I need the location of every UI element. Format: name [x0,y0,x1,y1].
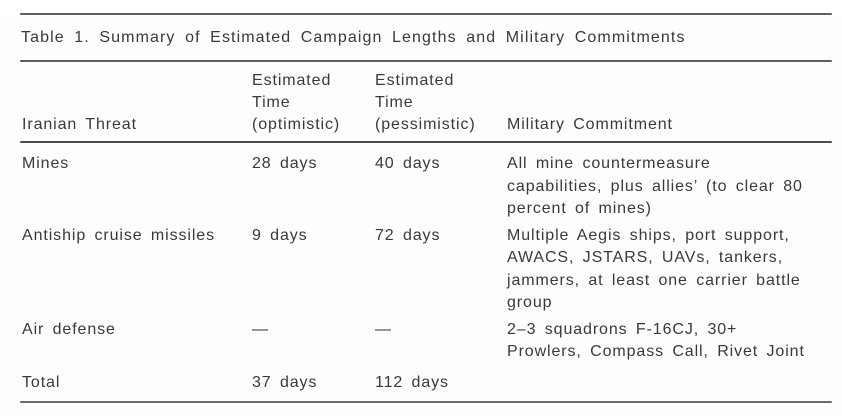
pessimistic-time-cell: 112 days [375,373,449,391]
column-header-estimated-time-optimistic: Estimated Time (optimistic) [252,72,341,133]
threat-cell: Total [22,373,61,391]
column-header-estimated-time-pessimistic: Estimated Time (pessimistic) [375,72,476,133]
top-rule [20,13,832,15]
bottom-rule [20,401,832,403]
table-header: Iranian Threat Estimated Time (optimisti… [20,62,832,141]
threat-cell: Mines [22,155,70,172]
table-title: Table 1. Summary of Estimated Campaign L… [21,29,686,46]
table-row-air-defense: Air defense — — 2–3 squadrons F-16CJ, 30… [20,319,832,364]
optimistic-time-cell: 9 days [252,226,308,244]
column-header-iranian-threat: Iranian Threat [22,116,137,133]
header-rule [20,141,832,143]
title-rule [20,60,832,62]
commitment-cell: All mine countermeasure capabilities, pl… [507,155,803,217]
table-body: Mines 28 days 40 days All mine counterme… [20,143,832,394]
optimistic-time-cell: — [252,320,269,338]
column-header-military-commitment: Military Commitment [507,116,673,133]
threat-cell: Antiship cruise missiles [22,226,215,244]
pessimistic-time-cell: — [375,320,392,338]
optimistic-time-cell: 37 days [252,373,318,391]
commitment-cell: 2–3 squadrons F-16CJ, 30+ Prowlers, Comp… [507,320,805,361]
table-row-total: Total 37 days 112 days [20,372,832,395]
pessimistic-time-cell: 72 days [375,226,441,244]
table-row-antiship-cruise-missiles: Antiship cruise missiles 9 days 72 days … [20,225,832,315]
commitment-cell: Multiple Aegis ships, port support, AWAC… [507,226,801,312]
document-sheet: Table 1. Summary of Estimated Campaign L… [0,13,842,416]
table-1: Table 1. Summary of Estimated Campaign L… [20,13,832,403]
table-row-mines: Mines 28 days 40 days All mine counterme… [20,153,832,221]
threat-cell: Air defense [22,320,116,338]
pessimistic-time-cell: 40 days [375,155,441,172]
optimistic-time-cell: 28 days [252,155,318,172]
